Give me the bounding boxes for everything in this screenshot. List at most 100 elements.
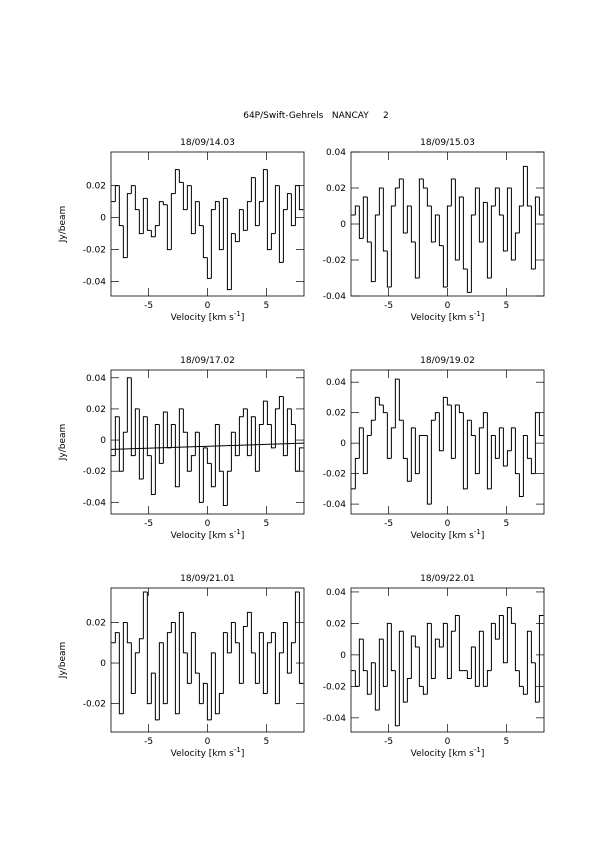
spectrum-step xyxy=(134,408,140,456)
y-tick-label: 0 xyxy=(100,214,106,224)
y-tick-label: 0.02 xyxy=(86,405,106,415)
y-tick-label: 0 xyxy=(100,436,106,446)
x-tick-label: 0 xyxy=(205,519,211,529)
spectrum-step xyxy=(390,427,396,459)
y-tick-label: -0.04 xyxy=(323,714,347,724)
spectrum-step xyxy=(398,379,404,421)
spectrum-step xyxy=(486,670,492,687)
x-axis-label-part: ] xyxy=(481,531,485,541)
spectrum-step xyxy=(210,652,216,720)
spectrum-step xyxy=(534,196,540,269)
spectrum-step xyxy=(126,622,132,644)
y-tick-label: -0.02 xyxy=(83,246,106,256)
spectrum-step xyxy=(470,214,476,293)
spectrum-step xyxy=(162,642,168,705)
spectrum-step xyxy=(138,408,144,480)
spectrum-step xyxy=(230,233,236,290)
panel-title: 18/09/19.02 xyxy=(420,356,475,366)
spectrum-step xyxy=(426,622,432,695)
spectrum-step xyxy=(238,642,244,684)
spectrum-step xyxy=(494,435,500,459)
spectrum-step xyxy=(526,166,532,207)
spectrum-step xyxy=(186,185,192,210)
spectrum-step xyxy=(474,435,480,475)
spectrum-step xyxy=(234,233,240,243)
y-tick-label: 0 xyxy=(340,651,346,661)
spectrum-step xyxy=(386,622,392,687)
y-tick-label: -0.04 xyxy=(323,292,347,302)
spectrum-step xyxy=(242,209,248,231)
spectrum-step xyxy=(122,431,128,472)
spectrum-step xyxy=(490,435,496,489)
plot-area xyxy=(111,591,304,721)
spectrum-step xyxy=(270,424,276,449)
x-tick-label: 5 xyxy=(503,301,509,311)
spectrum-step xyxy=(238,416,244,456)
spectrum-step xyxy=(370,419,376,436)
spectrum-step xyxy=(438,215,444,247)
y-tick-label: -0.02 xyxy=(83,467,106,477)
x-axis-label-part: Velocity [km s xyxy=(411,531,475,541)
spectrum-step xyxy=(182,612,188,654)
spectrum-step xyxy=(278,652,284,704)
spectrum-step xyxy=(414,427,420,475)
spectrum-step xyxy=(130,642,136,694)
spectrum-step xyxy=(150,230,156,238)
spectrum-step xyxy=(410,635,416,679)
spectrum-step xyxy=(166,632,172,704)
spectrum-step xyxy=(482,412,488,428)
spectrum-step xyxy=(274,632,280,705)
spectrum-step xyxy=(142,416,148,479)
spectrum-step xyxy=(478,630,484,687)
spectrum-step xyxy=(374,662,380,711)
spectrum-step xyxy=(438,639,444,648)
spectrum-step xyxy=(194,201,200,234)
spectrum-step xyxy=(454,404,460,459)
plot-area xyxy=(111,377,304,506)
spectrum-step xyxy=(410,427,416,482)
y-axis-label: Jy/beam xyxy=(58,424,68,462)
spectrum-step xyxy=(470,420,476,437)
spectrum-step xyxy=(470,646,476,679)
spectrum-step xyxy=(498,615,504,640)
spectrum-step xyxy=(122,621,128,714)
x-tick-label: 0 xyxy=(205,737,211,747)
spectrum-step xyxy=(294,591,300,643)
spectrum-step xyxy=(190,455,196,472)
spectrum-step xyxy=(458,405,464,414)
spectrum-step xyxy=(358,427,364,459)
spectrum-step xyxy=(142,197,148,234)
spectrum-step xyxy=(506,450,512,466)
x-tick-label: -5 xyxy=(384,301,393,311)
spectrum-step xyxy=(530,206,536,270)
spectrum-step xyxy=(134,185,140,211)
spectrum-step xyxy=(258,201,264,226)
x-tick-label: 0 xyxy=(445,737,451,747)
spectrum-step xyxy=(150,672,156,704)
x-axis-label-part: Velocity [km s xyxy=(171,313,235,323)
baseline-fit xyxy=(111,442,304,450)
spectrum-step xyxy=(462,197,468,270)
spectrum-step xyxy=(514,623,520,672)
spectrum-step xyxy=(170,423,176,448)
x-axis-label-part: ] xyxy=(481,749,485,759)
spectrum-step xyxy=(494,623,500,640)
spectrum-step xyxy=(402,420,408,459)
spectrum-step xyxy=(126,193,132,258)
x-axis-label-part: Velocity [km s xyxy=(411,313,475,323)
spectrum-step xyxy=(362,196,368,239)
spectrum-step xyxy=(262,169,268,202)
x-axis-label-part: -1 xyxy=(234,746,241,754)
y-tick-label: -0.02 xyxy=(83,700,106,710)
spectrum-step xyxy=(450,178,456,206)
spectrum-step xyxy=(214,201,220,210)
x-tick-label: -5 xyxy=(384,737,393,747)
spectrum-step xyxy=(206,447,212,464)
spectrum-step xyxy=(498,427,504,459)
spectrum-step xyxy=(510,607,516,624)
spectrum-step xyxy=(482,201,488,242)
spectrum-step xyxy=(370,242,376,283)
spectrum-step xyxy=(294,424,300,472)
x-axis-label: Velocity [km s-1] xyxy=(171,746,245,759)
